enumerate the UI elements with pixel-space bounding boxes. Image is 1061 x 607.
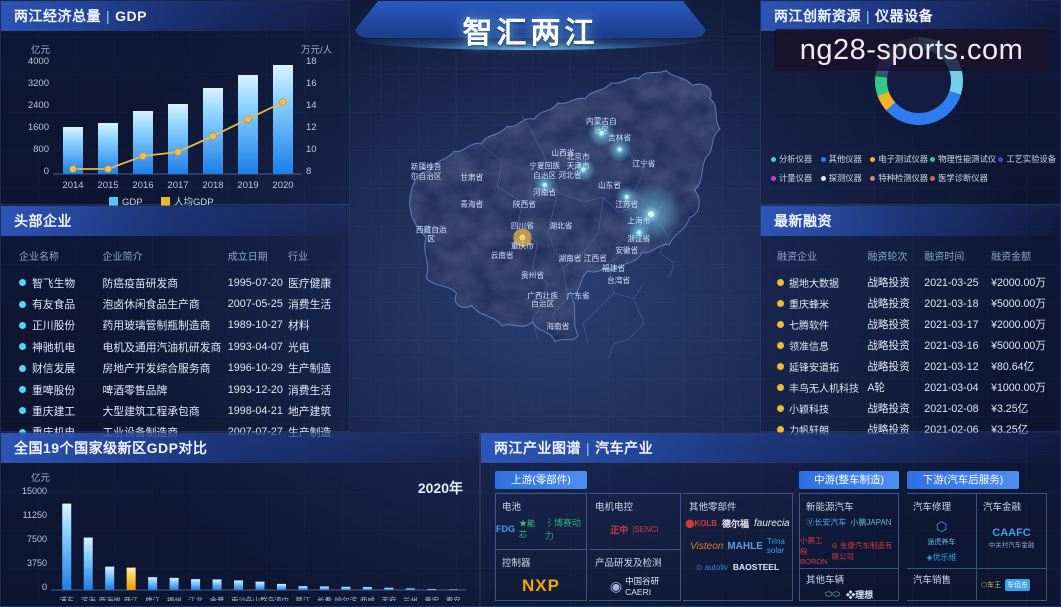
svg-text:10: 10 bbox=[306, 144, 317, 155]
svg-text:西咸: 西咸 bbox=[360, 596, 375, 601]
svg-text:0: 0 bbox=[42, 582, 47, 592]
svg-text:12: 12 bbox=[306, 122, 317, 133]
svg-text:2014: 2014 bbox=[62, 180, 83, 191]
svg-text:2017: 2017 bbox=[167, 180, 188, 191]
svg-text:赣江: 赣江 bbox=[296, 596, 311, 601]
svg-text:金普: 金普 bbox=[210, 596, 225, 601]
svg-text:4000: 4000 bbox=[28, 56, 49, 67]
svg-text:青海省: 青海省 bbox=[460, 199, 483, 209]
svg-text:自治区: 自治区 bbox=[533, 170, 556, 180]
svg-text:甘肃省: 甘肃省 bbox=[460, 172, 483, 182]
svg-text:自治区: 自治区 bbox=[531, 298, 554, 308]
svg-text:西藏自治: 西藏自治 bbox=[416, 225, 447, 235]
svg-text:江西省: 江西省 bbox=[584, 253, 607, 263]
svg-text:2400: 2400 bbox=[28, 100, 49, 111]
svg-text:陕西省: 陕西省 bbox=[513, 199, 536, 209]
svg-text:福建省: 福建省 bbox=[602, 263, 625, 273]
svg-text:16: 16 bbox=[306, 78, 317, 89]
svg-text:亿元: 亿元 bbox=[31, 472, 51, 484]
svg-text:天津市: 天津市 bbox=[567, 161, 590, 171]
svg-text:河南省: 河南省 bbox=[533, 187, 556, 197]
svg-text:福州: 福州 bbox=[167, 596, 182, 601]
svg-text:湖北省: 湖北省 bbox=[549, 220, 572, 230]
svg-text:2018: 2018 bbox=[202, 180, 223, 191]
svg-text:秦安: 秦安 bbox=[446, 596, 461, 601]
svg-text:上海市: 上海市 bbox=[627, 215, 650, 225]
svg-text:浙江省: 浙江省 bbox=[627, 234, 650, 244]
svg-text:尔自治区: 尔自治区 bbox=[411, 171, 442, 181]
svg-text:3200: 3200 bbox=[28, 78, 49, 89]
svg-text:山西省: 山西省 bbox=[551, 148, 574, 158]
svg-text:海南省: 海南省 bbox=[546, 321, 569, 331]
svg-text:内蒙古自: 内蒙古自 bbox=[586, 116, 617, 126]
svg-text:800: 800 bbox=[33, 144, 49, 155]
svg-text:18: 18 bbox=[306, 56, 317, 67]
svg-text:安徽省: 安徽省 bbox=[615, 245, 638, 255]
svg-text:滇中: 滇中 bbox=[274, 596, 289, 601]
svg-text:雄江: 雄江 bbox=[145, 596, 160, 601]
svg-text:兰州: 兰州 bbox=[403, 596, 418, 601]
svg-text:2020: 2020 bbox=[272, 180, 293, 191]
svg-text:西海岸: 西海岸 bbox=[99, 596, 122, 601]
svg-text:长春: 长春 bbox=[317, 596, 332, 601]
svg-text:四川省: 四川省 bbox=[511, 220, 534, 230]
svg-text:台湾省: 台湾省 bbox=[607, 275, 630, 285]
svg-text:14: 14 bbox=[306, 100, 317, 111]
svg-text:11250: 11250 bbox=[23, 510, 47, 520]
svg-text:亿元: 亿元 bbox=[31, 44, 51, 56]
svg-text:天府: 天府 bbox=[381, 596, 396, 601]
svg-text:两江: 两江 bbox=[124, 596, 139, 601]
svg-text:区: 区 bbox=[427, 235, 435, 244]
svg-text:哈尔滨: 哈尔滨 bbox=[335, 596, 358, 601]
svg-text:15000: 15000 bbox=[22, 486, 47, 496]
svg-text:宁夏回族: 宁夏回族 bbox=[529, 161, 560, 171]
svg-text:云南省: 云南省 bbox=[491, 250, 514, 260]
svg-text:江苏省: 江苏省 bbox=[615, 199, 638, 209]
svg-text:江北: 江北 bbox=[188, 596, 203, 601]
svg-text:新疆维吾: 新疆维吾 bbox=[411, 162, 442, 172]
svg-text:舟山群岛: 舟山群岛 bbox=[245, 596, 275, 601]
svg-text:广东省: 广东省 bbox=[567, 290, 590, 300]
svg-text:万元/人: 万元/人 bbox=[301, 45, 333, 56]
svg-text:贵州省: 贵州省 bbox=[521, 270, 544, 280]
svg-text:0: 0 bbox=[44, 166, 49, 177]
svg-text:1600: 1600 bbox=[28, 122, 49, 133]
svg-text:3750: 3750 bbox=[27, 558, 47, 568]
svg-text:湖南省: 湖南省 bbox=[558, 253, 581, 263]
svg-text:南沙: 南沙 bbox=[231, 596, 246, 601]
svg-text:2015: 2015 bbox=[97, 180, 118, 191]
svg-text:滨海: 滨海 bbox=[81, 596, 96, 601]
svg-text:贵安: 贵安 bbox=[424, 596, 439, 601]
svg-text:7500: 7500 bbox=[27, 534, 47, 544]
svg-text:2019: 2019 bbox=[237, 180, 258, 191]
svg-text:重庆市: 重庆市 bbox=[511, 241, 534, 251]
svg-text:2016: 2016 bbox=[132, 180, 153, 191]
svg-text:山东省: 山东省 bbox=[598, 180, 621, 190]
svg-text:吉林省: 吉林省 bbox=[608, 132, 631, 142]
svg-text:浦东: 浦东 bbox=[59, 596, 74, 601]
svg-text:治区: 治区 bbox=[594, 125, 610, 135]
svg-text:8: 8 bbox=[306, 166, 311, 177]
svg-text:辽宁省: 辽宁省 bbox=[632, 159, 655, 169]
svg-text:河北省: 河北省 bbox=[558, 170, 581, 180]
